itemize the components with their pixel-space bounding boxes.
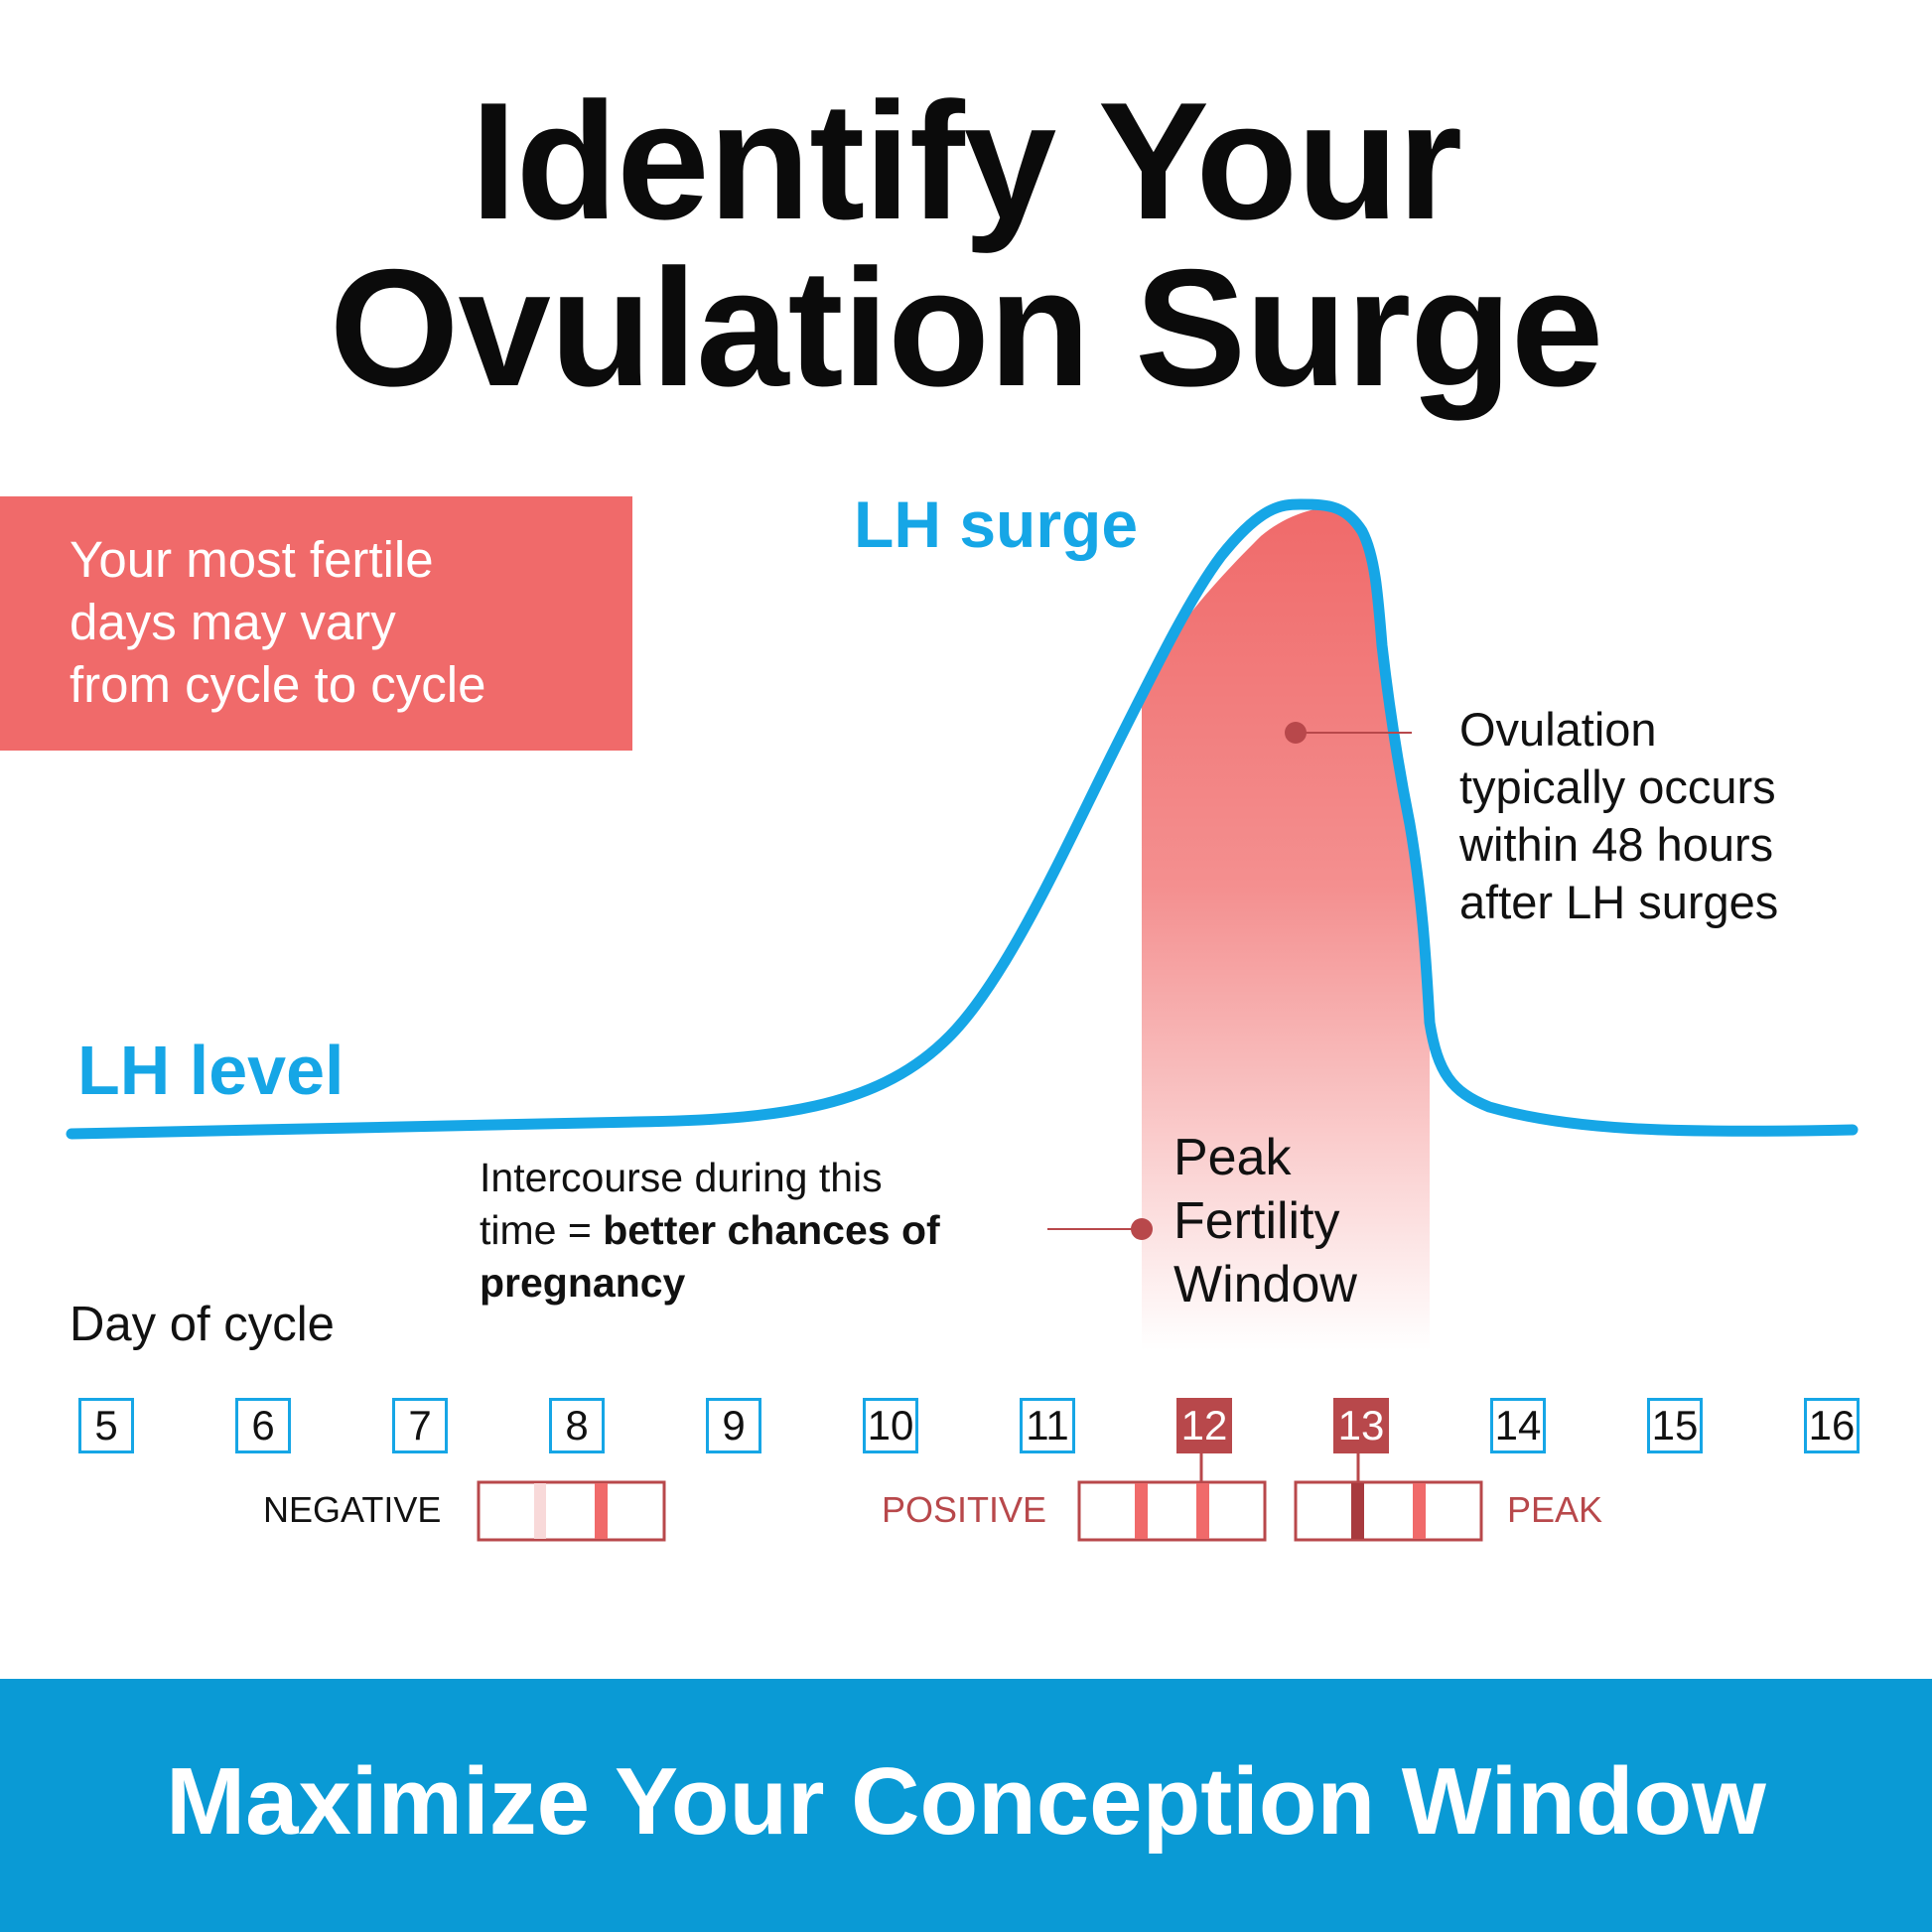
page-title: Identify Your Ovulation Surge bbox=[0, 77, 1932, 411]
ovulation-pointer-dot bbox=[1285, 722, 1307, 744]
x-axis-label: Day of cycle bbox=[69, 1298, 335, 1351]
day-box-13: 13 bbox=[1333, 1398, 1389, 1453]
negative-label: NEGATIVE bbox=[263, 1489, 442, 1530]
intercourse-line-3: pregnancy bbox=[480, 1257, 1065, 1310]
peak-window-line-1: Peak bbox=[1173, 1129, 1292, 1186]
positive-label: POSITIVE bbox=[882, 1489, 1047, 1530]
positive-test-stick bbox=[1077, 1480, 1267, 1542]
peak-window-line-2: Fertility bbox=[1173, 1192, 1340, 1250]
fertile-days-callout bbox=[0, 496, 632, 751]
peak-test-stick bbox=[1294, 1480, 1483, 1542]
day-box-5: 5 bbox=[78, 1398, 134, 1453]
day-box-14: 14 bbox=[1490, 1398, 1546, 1453]
intercourse-line-2: time = better chances of bbox=[480, 1204, 1065, 1257]
peak-label: PEAK bbox=[1507, 1489, 1603, 1530]
peak-fertility-window-fill bbox=[1142, 507, 1430, 1350]
title-line-2: Ovulation Surge bbox=[329, 234, 1604, 421]
title-line-1: Identify Your bbox=[470, 68, 1462, 254]
intercourse-line-3-bold: pregnancy bbox=[480, 1260, 686, 1306]
footer-text: Maximize Your Conception Window bbox=[166, 1748, 1766, 1855]
intercourse-line-2-bold: better chances of bbox=[603, 1207, 940, 1253]
lh-surge-label: LH surge bbox=[854, 487, 1139, 561]
fertile-days-callout-text: Your most fertile days may vary from cyc… bbox=[69, 528, 625, 716]
day-box-11: 11 bbox=[1020, 1398, 1075, 1453]
callout-line-2: days may vary bbox=[69, 594, 396, 650]
day-box-10: 10 bbox=[863, 1398, 918, 1453]
intercourse-note: Intercourse during this time = better ch… bbox=[480, 1152, 1065, 1310]
callout-line-3: from cycle to cycle bbox=[69, 656, 486, 713]
day-box-6: 6 bbox=[235, 1398, 291, 1453]
peak-fertility-window-label: Peak Fertility Window bbox=[1173, 1126, 1471, 1316]
day-box-9: 9 bbox=[706, 1398, 761, 1453]
peak-window-line-3: Window bbox=[1173, 1256, 1357, 1313]
day-box-12: 12 bbox=[1176, 1398, 1232, 1453]
ovulation-note-line-2: typically occurs bbox=[1459, 760, 1776, 813]
intercourse-line-1: Intercourse during this bbox=[480, 1155, 883, 1200]
footer-banner bbox=[0, 1679, 1932, 1932]
lh-level-label: LH level bbox=[77, 1032, 345, 1109]
ovulation-note-line-3: within 48 hours bbox=[1459, 818, 1774, 871]
day-box-16: 16 bbox=[1804, 1398, 1860, 1453]
ovulation-note-line-4: after LH surges bbox=[1459, 876, 1779, 928]
ovulation-note-line-1: Ovulation bbox=[1459, 703, 1657, 756]
negative-test-stick bbox=[477, 1480, 666, 1542]
ovulation-note: Ovulation typically occurs within 48 hou… bbox=[1459, 701, 1916, 931]
intercourse-line-2-plain: time = bbox=[480, 1207, 604, 1253]
intercourse-pointer-dot bbox=[1131, 1218, 1153, 1240]
lh-curve bbox=[66, 498, 1859, 1140]
callout-line-1: Your most fertile bbox=[69, 531, 434, 588]
day-box-15: 15 bbox=[1647, 1398, 1703, 1453]
day-box-8: 8 bbox=[549, 1398, 605, 1453]
day-box-7: 7 bbox=[392, 1398, 448, 1453]
